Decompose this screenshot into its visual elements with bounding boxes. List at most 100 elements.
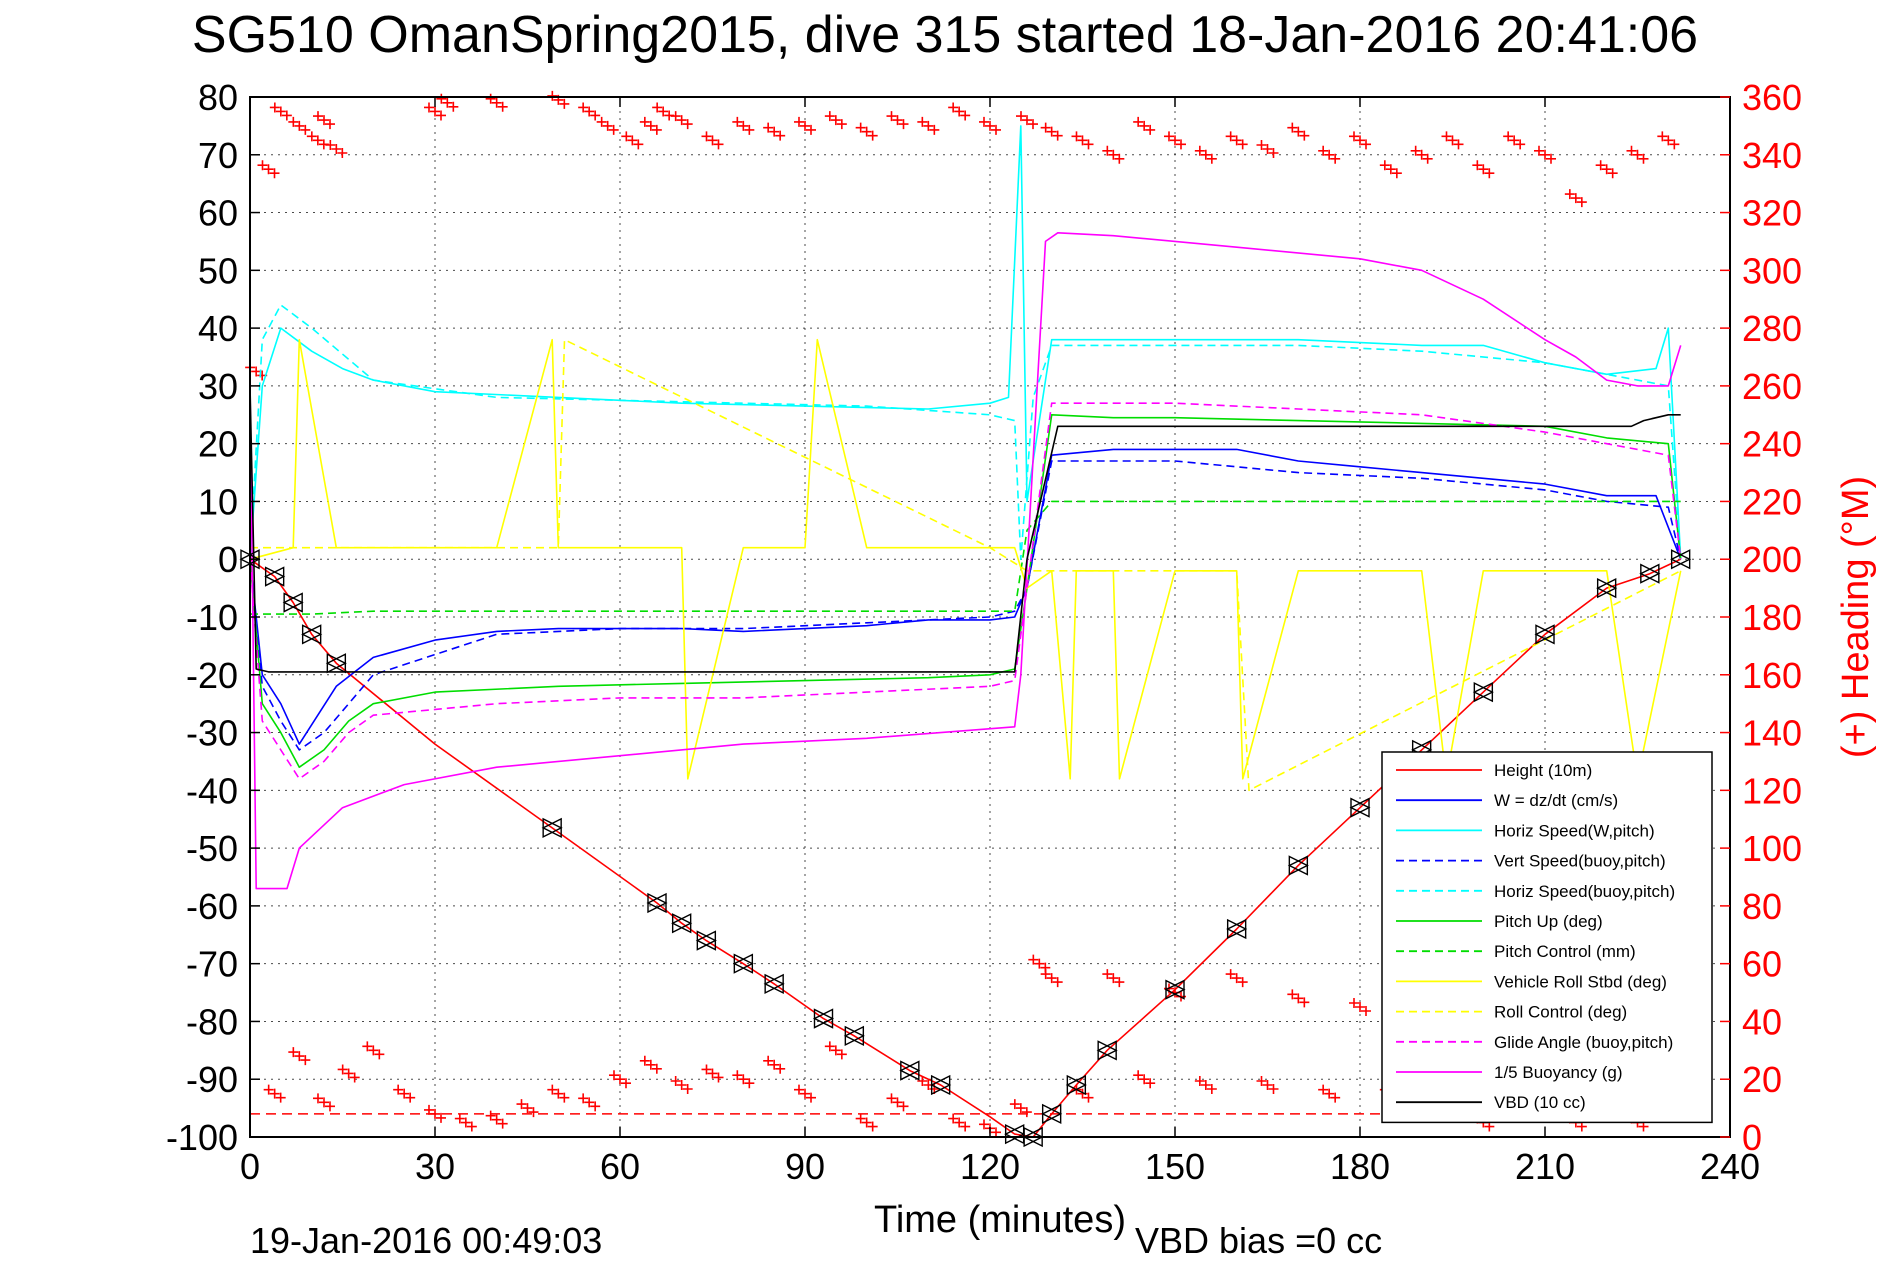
heading-point xyxy=(553,1088,564,1099)
y2-tick-label: 40 xyxy=(1742,1001,1782,1042)
heading-point xyxy=(763,122,774,133)
series-line xyxy=(249,402,1682,780)
heading-point xyxy=(898,1101,909,1112)
heading-point xyxy=(436,110,446,121)
heading-point xyxy=(497,101,508,112)
heading-point xyxy=(1102,145,1113,156)
heading-point xyxy=(1046,126,1057,137)
heading-point xyxy=(1083,139,1094,150)
heading-point xyxy=(405,1092,416,1103)
heading-point xyxy=(1484,1121,1495,1132)
y2-tick-label: 60 xyxy=(1742,944,1782,985)
heading-point xyxy=(337,148,348,158)
y2-tick-label: 280 xyxy=(1742,308,1802,349)
heading-point xyxy=(1028,119,1038,130)
heading-point xyxy=(645,120,656,131)
x-tick-label: 0 xyxy=(240,1146,260,1187)
dive-marker-left xyxy=(1639,563,1660,584)
x-axis-ticks: 0 30 60 90 120 150 180 210 240 xyxy=(240,97,1760,1187)
heading-point xyxy=(824,1041,835,1052)
heading-point xyxy=(430,1108,440,1119)
heading-point xyxy=(319,115,329,126)
heading-point xyxy=(886,111,897,122)
series-line xyxy=(250,338,1682,792)
heading-point xyxy=(1102,969,1113,980)
y2-tick-label: 80 xyxy=(1742,886,1782,927)
dive-marker-left xyxy=(1096,1040,1117,1061)
heading-point xyxy=(596,116,607,127)
heading-point xyxy=(645,1059,656,1070)
heading-point xyxy=(1595,160,1606,171)
heading-point xyxy=(1052,130,1063,141)
heading-point xyxy=(763,1055,774,1066)
y2-tick-label: 180 xyxy=(1742,597,1802,638)
heading-point xyxy=(1570,193,1581,204)
heading-point xyxy=(738,120,749,131)
heading-point xyxy=(867,1121,878,1132)
heading-point xyxy=(800,1088,810,1099)
heading-point xyxy=(1361,139,1371,150)
heading-point xyxy=(547,1084,558,1095)
heading-point xyxy=(294,120,305,131)
y-tick-label: 30 xyxy=(198,366,238,407)
heading-point xyxy=(584,1097,595,1108)
dive-marker-left xyxy=(671,913,692,934)
heading-point xyxy=(633,139,644,150)
heading-point xyxy=(652,102,663,113)
heading-point xyxy=(1576,1121,1587,1132)
heading-point xyxy=(861,1117,872,1128)
heading-point xyxy=(1385,164,1396,175)
heading-point xyxy=(1046,973,1057,984)
heading-point xyxy=(806,1092,816,1103)
x-tick-label: 90 xyxy=(785,1146,825,1187)
dive-marker-left xyxy=(1534,624,1555,645)
x-tick-label: 30 xyxy=(415,1146,455,1187)
heading-point xyxy=(1515,139,1526,150)
heading-point xyxy=(627,135,638,146)
heading-point xyxy=(1299,130,1310,141)
heading-point xyxy=(682,1084,693,1094)
heading-point xyxy=(615,1074,625,1085)
heading-point xyxy=(1324,149,1335,160)
heading-point xyxy=(1663,135,1674,146)
y-tick-label: -90 xyxy=(186,1059,238,1100)
legend-entry: Pitch Up (deg) xyxy=(1494,912,1603,931)
heading-point xyxy=(1009,1099,1020,1110)
y-tick-label: 70 xyxy=(198,135,238,176)
legend-entry: VBD (10 cc) xyxy=(1494,1093,1586,1112)
heading-point xyxy=(602,120,613,131)
heading-point xyxy=(1453,139,1464,150)
heading-point xyxy=(1225,969,1236,980)
dive-marker-left xyxy=(1065,1074,1087,1096)
heading-point xyxy=(1607,168,1618,179)
heading-point xyxy=(979,116,989,127)
series-line xyxy=(249,385,1681,673)
heading-point xyxy=(960,1121,971,1132)
y-tick-label: -60 xyxy=(186,886,238,927)
series-layer xyxy=(249,125,1682,1138)
x-tick-label: 120 xyxy=(960,1146,1020,1187)
heading-point xyxy=(1028,954,1039,965)
heading-point xyxy=(362,1041,373,1052)
heading-point xyxy=(830,115,841,126)
legend-entry: Glide Angle (buoy,pitch) xyxy=(1494,1033,1673,1052)
heading-point xyxy=(608,124,619,135)
y-tick-label: 40 xyxy=(198,308,238,349)
heading-point xyxy=(1626,145,1637,156)
heading-point xyxy=(621,131,632,142)
y2-tick-label: 240 xyxy=(1742,424,1802,465)
heading-point xyxy=(855,1113,866,1124)
heading-point xyxy=(424,1104,434,1115)
heading-point xyxy=(559,98,570,109)
y-tick-label: 60 xyxy=(198,193,238,234)
heading-point xyxy=(1509,135,1520,146)
heading-point xyxy=(1638,153,1649,164)
heading-point xyxy=(374,1049,385,1060)
legend-entry: W = dz/dt (cm/s) xyxy=(1494,791,1618,810)
heading-point xyxy=(824,111,835,122)
heading-point xyxy=(1206,1084,1217,1094)
heading-point xyxy=(1139,1074,1150,1085)
heading-point xyxy=(954,1117,965,1128)
heading-point xyxy=(331,144,342,154)
